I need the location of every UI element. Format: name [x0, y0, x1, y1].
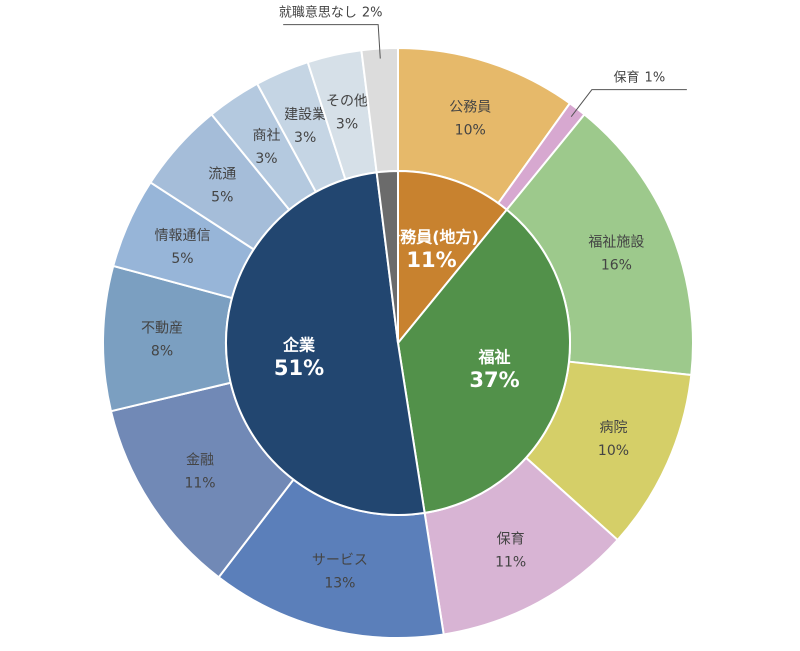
slice-label: 就職意思なし 2%: [279, 4, 383, 20]
category-label: 保育: [614, 69, 640, 85]
slice: [396, 208, 571, 515]
value-label: 3%: [255, 151, 277, 167]
leader-line: [283, 24, 381, 59]
category-label: 不動産: [141, 320, 183, 336]
category-label: 公務員: [449, 99, 491, 115]
value-label: 13%: [324, 576, 355, 592]
category-label: その他: [326, 94, 368, 110]
category-label: 就職意思なし: [279, 4, 357, 20]
slice-label: 保育 1%: [614, 69, 666, 85]
category-label: 情報通信: [155, 228, 211, 244]
value-label: 8%: [151, 343, 173, 359]
value-label: 1%: [645, 70, 666, 85]
value-label: 37%: [469, 368, 519, 392]
value-label: 10%: [455, 122, 486, 138]
value-label: 3%: [336, 117, 358, 133]
value-label: 10%: [598, 443, 629, 459]
value-label: 11%: [184, 475, 215, 491]
category-label: 流通: [208, 166, 236, 182]
value-label: 16%: [601, 258, 632, 274]
category-label: サービス: [312, 553, 368, 569]
category-label: 福祉施設: [588, 235, 644, 251]
category-label: 保育: [497, 531, 525, 547]
category-label: 福祉: [478, 348, 511, 367]
category-label: 企業: [282, 335, 316, 354]
value-label: 2%: [362, 5, 383, 20]
slice: [375, 169, 399, 344]
value-label: 11%: [406, 248, 456, 272]
value-label: 11%: [495, 554, 526, 570]
value-label: 3%: [294, 130, 316, 146]
value-label: 51%: [274, 356, 324, 380]
slice: [397, 169, 509, 346]
category-label: 金融: [186, 452, 214, 468]
value-label: 5%: [171, 251, 193, 267]
category-label: 商社: [253, 128, 281, 144]
category-label: 建設業: [284, 107, 326, 123]
category-label: 病院: [599, 420, 627, 436]
value-label: 5%: [211, 189, 233, 205]
slice: [224, 171, 426, 516]
category-label: 公務員(地方): [384, 227, 479, 246]
leader-line: [570, 89, 687, 117]
